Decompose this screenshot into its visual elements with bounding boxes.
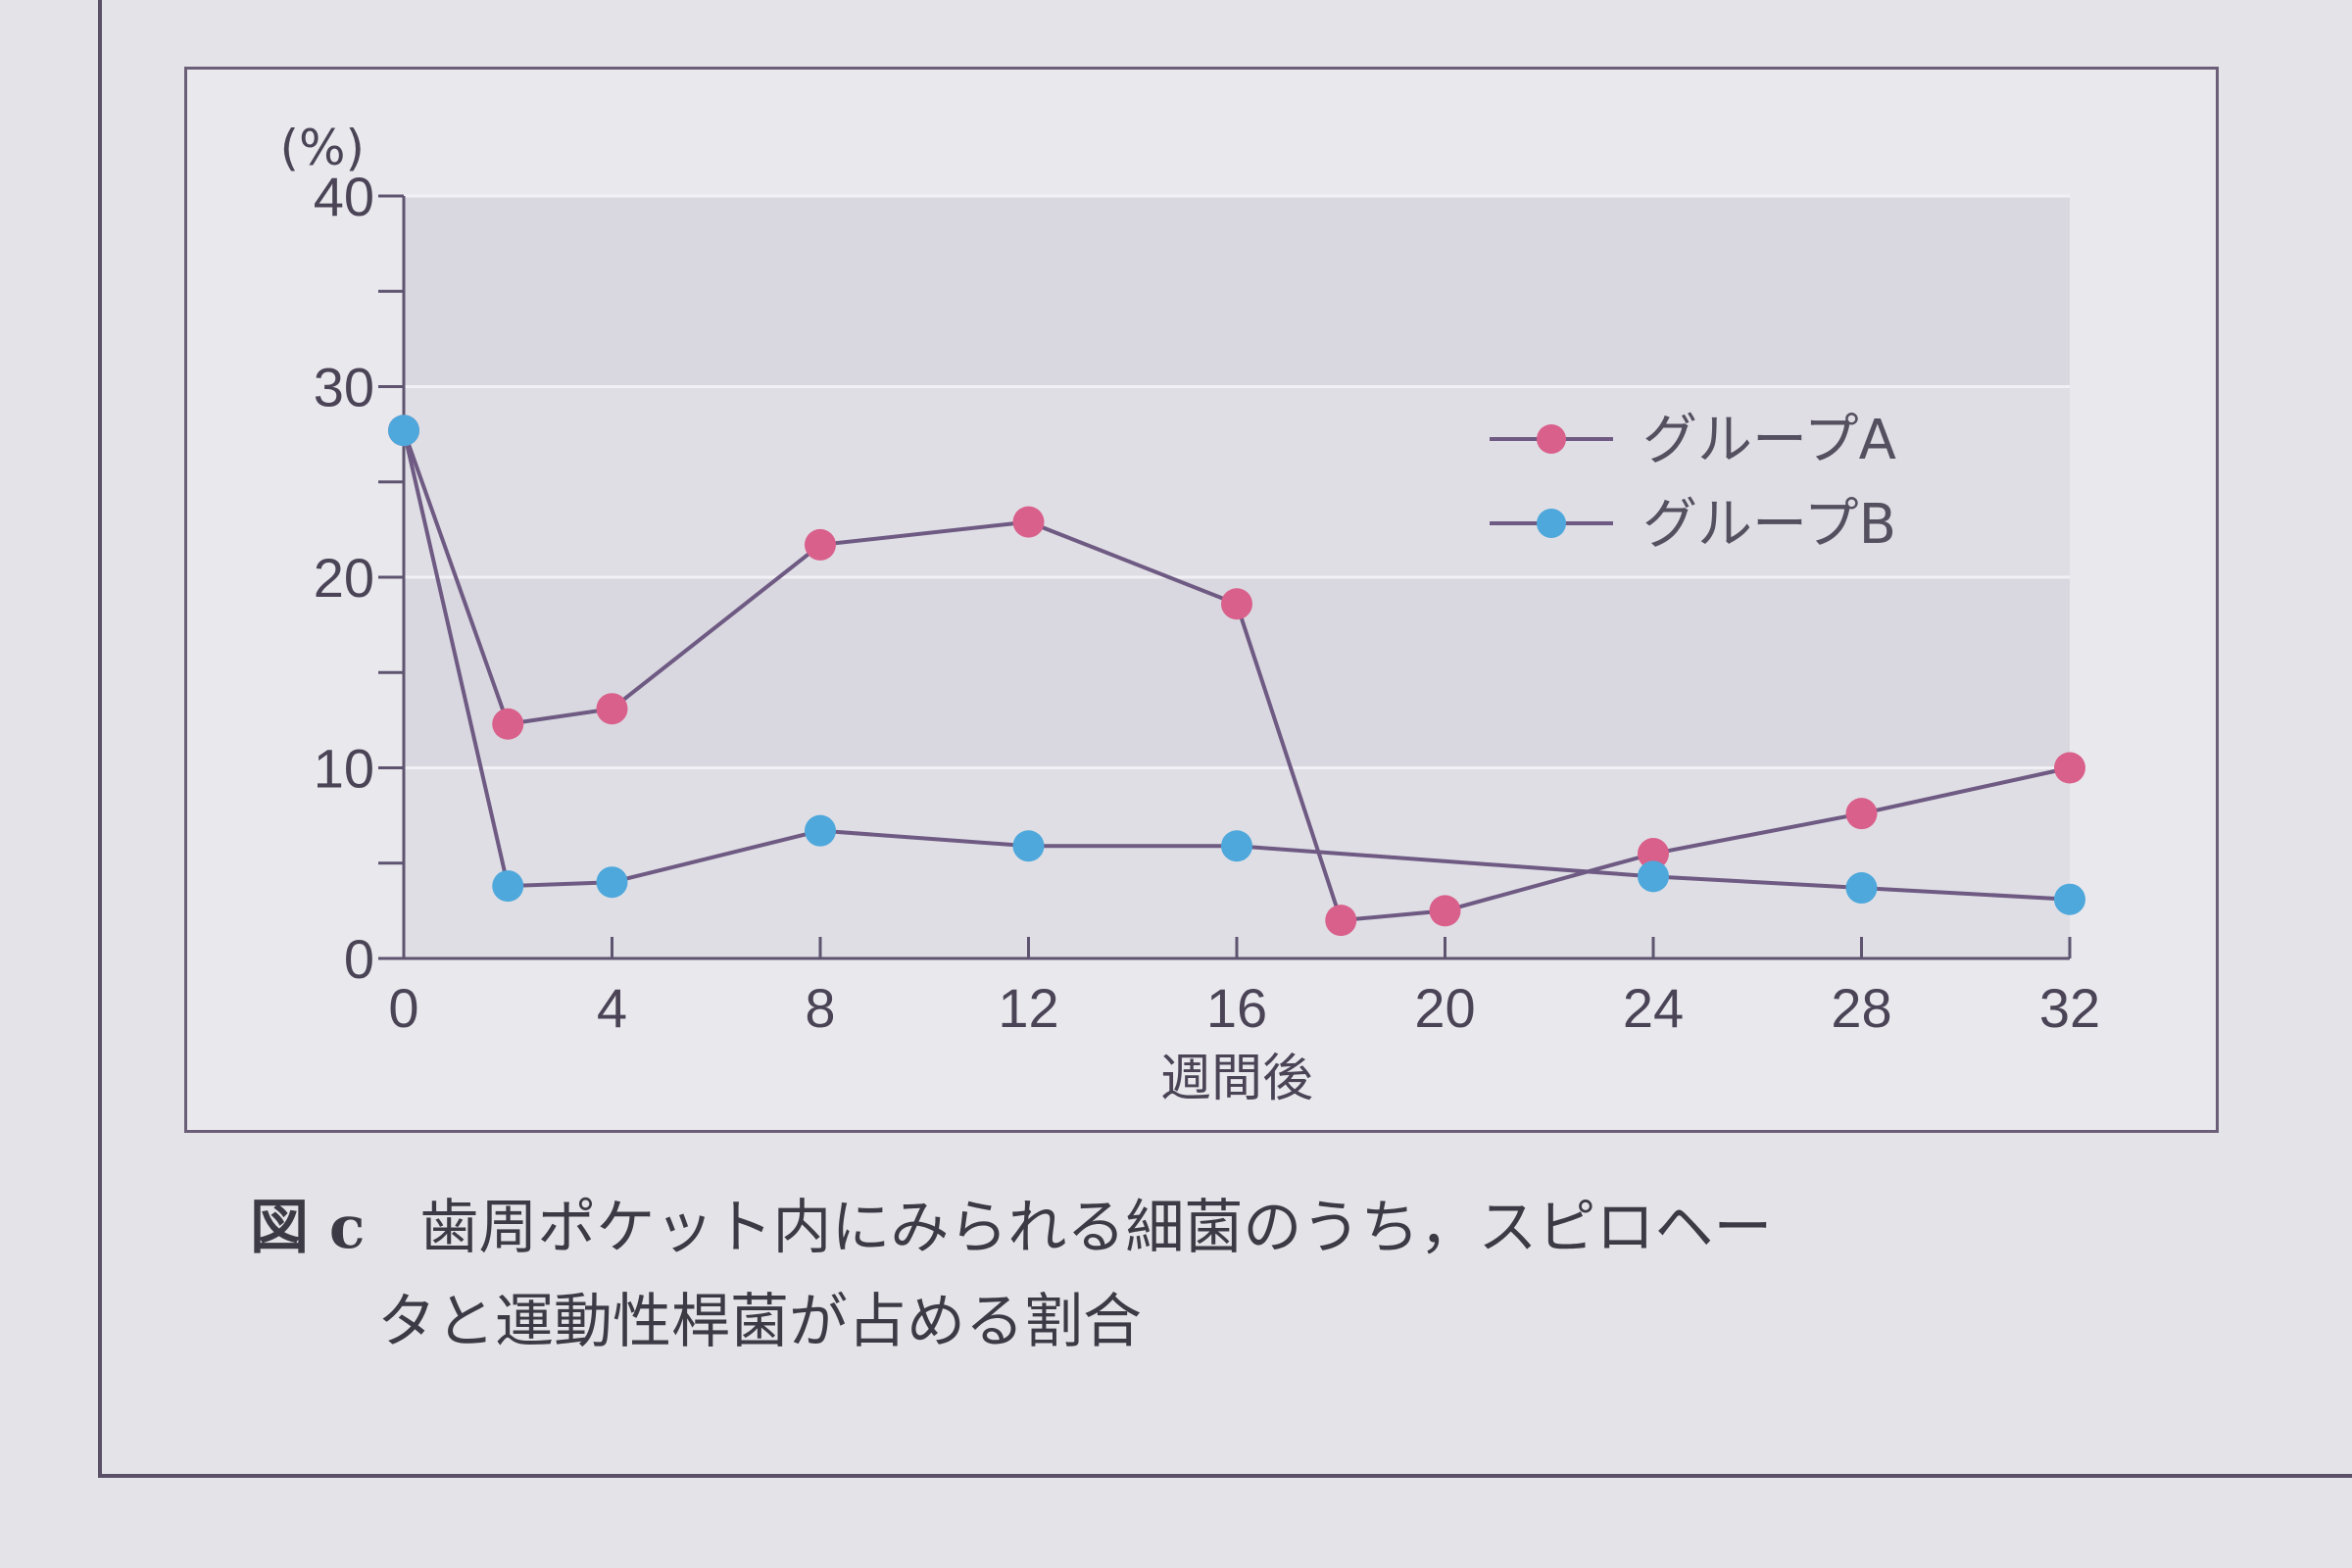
y-tick-label: 10	[314, 738, 374, 800]
x-tick-label: 20	[1414, 977, 1475, 1039]
data-point-a	[2054, 752, 2085, 784]
data-point-a	[805, 528, 836, 561]
data-point-b	[1638, 860, 1669, 893]
x-tick-label: 4	[597, 977, 627, 1039]
y-tick-label: 40	[314, 166, 374, 227]
data-point-a	[492, 708, 524, 740]
caption-line-2: タと運動性桿菌が占める割合	[377, 1288, 1142, 1356]
x-tick-label: 16	[1206, 977, 1267, 1039]
data-point-b	[2054, 883, 2085, 915]
figure-label: 図 c	[250, 1194, 366, 1262]
data-point-b	[492, 870, 524, 903]
x-axis-title: 週間後	[1160, 1050, 1313, 1108]
plot-band	[404, 386, 2070, 577]
caption-line-1: 歯周ポケット内にみられる細菌のうち，スピロヘー	[419, 1194, 1773, 1262]
x-tick-label: 0	[388, 977, 418, 1039]
data-point-a	[1221, 588, 1252, 620]
y-tick-label: 0	[344, 928, 374, 990]
x-tick-label: 32	[2039, 977, 2100, 1039]
data-point-b	[805, 814, 836, 847]
data-point-a	[1845, 798, 1878, 830]
legend-label: グループB	[1642, 493, 1896, 557]
x-tick-label: 24	[1623, 977, 1684, 1039]
data-point-b	[388, 415, 419, 447]
figure-caption: 図 c 歯周ポケット内にみられる細菌のうち，スピロヘー タと運動性桿菌が占める割合	[250, 1181, 2210, 1369]
x-tick-label: 12	[998, 977, 1058, 1039]
legend-marker	[1537, 509, 1566, 538]
legend-label: グループA	[1642, 409, 1896, 472]
y-axis-title: (%)	[279, 120, 365, 176]
legend-marker	[1537, 424, 1566, 454]
data-point-a	[596, 693, 628, 725]
data-point-b	[596, 866, 628, 899]
plot-band	[404, 767, 2070, 958]
data-point-b	[1845, 872, 1878, 905]
page-border	[98, 0, 2352, 1478]
data-point-a	[1325, 905, 1357, 937]
x-tick-label: 28	[1831, 977, 1891, 1039]
data-point-a	[1638, 838, 1669, 870]
data-point-a	[1012, 506, 1045, 538]
data-point-b	[1221, 830, 1252, 862]
y-tick-label: 30	[314, 357, 374, 418]
data-point-a	[1429, 895, 1461, 927]
data-point-b	[1012, 830, 1045, 862]
x-tick-label: 8	[805, 977, 835, 1039]
y-tick-label: 20	[314, 547, 374, 609]
